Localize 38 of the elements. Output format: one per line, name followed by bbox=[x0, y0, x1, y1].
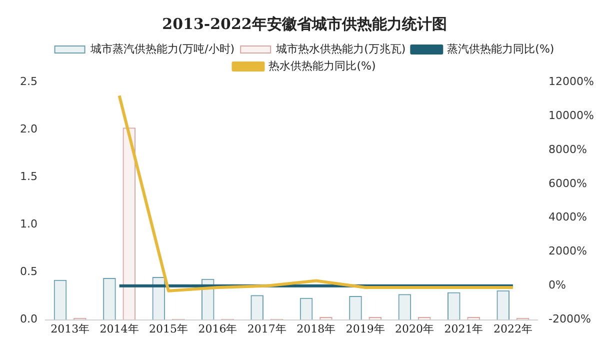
x-tick-label: 2017年 bbox=[247, 322, 286, 336]
bar bbox=[300, 298, 313, 320]
y2-tick-label: 8000% bbox=[548, 142, 588, 156]
y-tick-label: 1.0 bbox=[20, 218, 38, 231]
legend-label: 热水供热能力同比(%) bbox=[268, 59, 376, 72]
y-tick-label: 1.5 bbox=[20, 170, 38, 183]
x-tick-label: 2016年 bbox=[198, 322, 238, 336]
y2-tick-label: 0% bbox=[548, 278, 566, 292]
y-tick-label: 0.0 bbox=[20, 312, 38, 326]
x-tick-label: 2014年 bbox=[100, 322, 139, 336]
legend-label: 蒸汽供热能力同比(%) bbox=[447, 42, 554, 56]
legend-label: 城市热水供热能力(万兆瓦) bbox=[275, 42, 406, 56]
y2-tick-label: 10000% bbox=[548, 108, 594, 122]
x-tick-label: 2015年 bbox=[149, 322, 188, 336]
x-tick-label: 2019年 bbox=[346, 322, 385, 336]
bar bbox=[54, 280, 67, 320]
bar bbox=[398, 294, 412, 320]
bar bbox=[349, 296, 362, 320]
y2-tick-label: 2000% bbox=[548, 244, 588, 258]
y2-tick-label: -2000% bbox=[548, 312, 591, 326]
y2-tick-label: 12000% bbox=[548, 74, 594, 88]
y-tick-label: 2.5 bbox=[20, 74, 38, 88]
bar bbox=[103, 278, 116, 320]
bar bbox=[496, 290, 510, 320]
bar bbox=[448, 292, 460, 320]
x-tick-label: 2020年 bbox=[395, 322, 434, 336]
bar bbox=[122, 128, 136, 320]
y-tick-label: 2.0 bbox=[20, 122, 38, 136]
x-tick-label: 2018年 bbox=[296, 322, 336, 336]
y2-tick-label: 6000% bbox=[548, 176, 588, 190]
y-tick-label: 0.5 bbox=[20, 265, 38, 278]
x-tick-label: 2021年 bbox=[444, 322, 484, 336]
x-tick-label: 2013年 bbox=[50, 322, 90, 336]
legend-label: 城市蒸汽供热能力(万吨/小时) bbox=[89, 42, 235, 56]
chart-title: 2013-2022年安徽省城市供热能力统计图 bbox=[162, 14, 447, 33]
y2-tick-label: 4000% bbox=[548, 210, 588, 224]
x-tick-label: 2022年 bbox=[493, 322, 532, 336]
bar bbox=[250, 295, 264, 320]
